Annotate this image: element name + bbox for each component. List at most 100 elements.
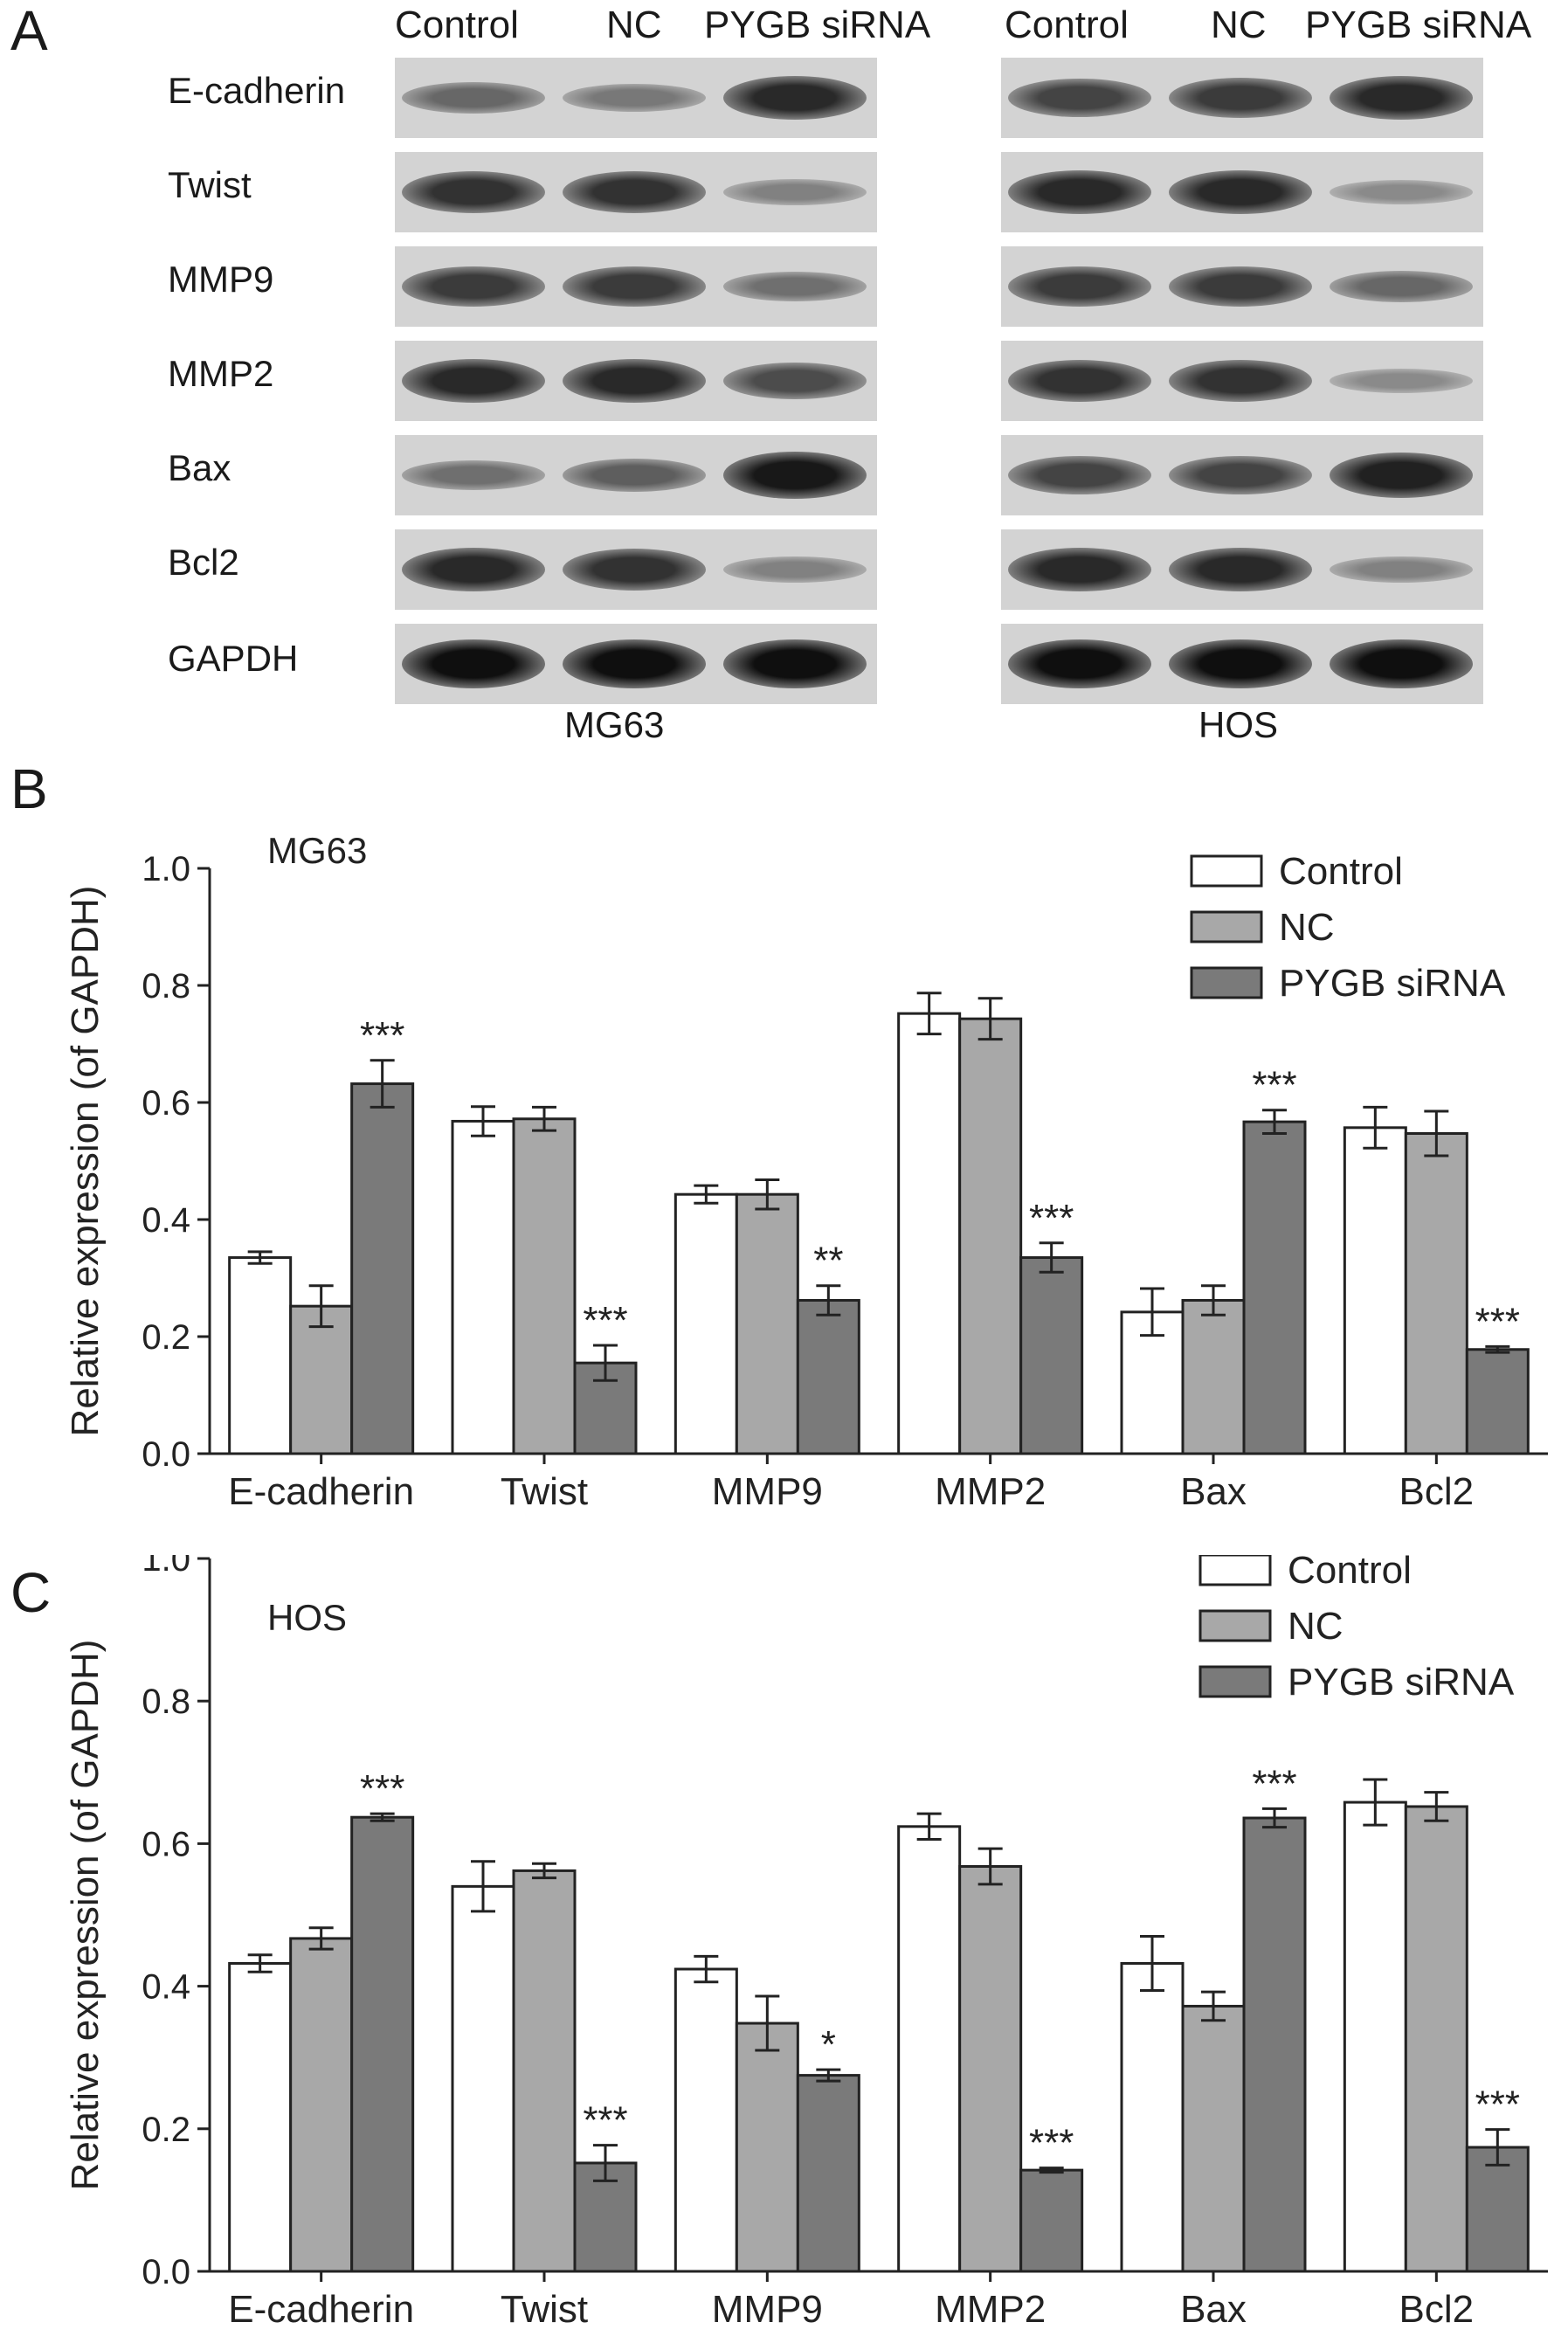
legend-swatch — [1190, 966, 1263, 999]
lane-header-mg63-control: Control — [395, 3, 519, 46]
bar-pygb-sirna — [350, 1082, 415, 1455]
row-label-bax: Bax — [168, 447, 231, 488]
bar-pygb-sirna — [796, 2074, 860, 2273]
x-tick-label: MMP9 — [712, 2288, 823, 2329]
bar-nc — [1404, 1805, 1468, 2273]
band — [1330, 271, 1473, 302]
band — [1169, 639, 1312, 688]
band — [563, 266, 706, 307]
x-tick-label: Bax — [1180, 1470, 1247, 1513]
band — [563, 459, 706, 492]
western-blot-panel: Control NC PYGB siRNA Control NC PYGB si… — [0, 0, 1568, 751]
band — [1008, 266, 1151, 307]
plot-area-mg63: 0.0 0.2 0.4 0.6 0.8 1.0 Relative expression (o… — [64, 830, 1548, 1513]
band — [723, 179, 867, 205]
legend-swatch — [1198, 1665, 1272, 1698]
bar-nc — [512, 1869, 577, 2273]
x-tick-label: Twist — [501, 1470, 588, 1513]
blot-hos-twist — [1001, 152, 1483, 232]
bar-nc — [735, 1192, 799, 1455]
chart-annotation: HOS — [267, 1597, 347, 1638]
band — [723, 76, 867, 120]
band — [402, 82, 545, 114]
bar-nc — [1404, 1132, 1468, 1455]
band — [402, 171, 545, 213]
legend-label: Control — [1279, 850, 1403, 893]
chart-annotation: MG63 — [267, 830, 367, 871]
bar-control — [1343, 1800, 1407, 2273]
band — [563, 359, 706, 403]
lane-header-hos-pygb: PYGB siRNA — [1305, 3, 1532, 46]
band — [723, 556, 867, 583]
bar-nc — [958, 1865, 1023, 2273]
significance-label: *** — [583, 1299, 627, 1342]
band — [723, 363, 867, 399]
panel-letter-a: A — [10, 0, 48, 62]
x-tick-label: Twist — [501, 2288, 588, 2329]
panel-letter-b: B — [10, 757, 48, 820]
blot-mg63-gapdh — [395, 624, 877, 704]
bar-pygb-sirna — [1465, 1348, 1530, 1455]
band — [402, 460, 545, 490]
band — [1008, 548, 1151, 591]
band — [1330, 453, 1473, 498]
significance-label: *** — [360, 1014, 404, 1057]
cell-line-label-mg63: MG63 — [564, 704, 665, 745]
significance-label: * — [821, 2023, 836, 2066]
band — [1169, 548, 1312, 591]
y-tick-label: 0.4 — [142, 1201, 190, 1240]
band — [402, 548, 545, 591]
bar-control — [897, 1012, 962, 1455]
x-tick-label: MMP2 — [935, 2288, 1046, 2329]
band — [1169, 170, 1312, 214]
plot-area-hos: 0.0 0.2 0.4 0.6 0.8 1.0 Relative expression (o… — [64, 1555, 1548, 2329]
band — [1008, 456, 1151, 494]
band — [723, 639, 867, 688]
band — [563, 171, 706, 213]
x-tick-label: MMP9 — [712, 1470, 823, 1513]
significance-label: *** — [1475, 2084, 1520, 2126]
blot-hos-bax — [1001, 435, 1483, 515]
x-tick-label: E-cadherin — [228, 1470, 414, 1513]
band — [1330, 639, 1473, 688]
significance-label: *** — [1475, 1300, 1520, 1343]
bar-nc — [735, 2021, 799, 2273]
lane-header-hos-nc: NC — [1211, 3, 1267, 46]
bar-control — [1343, 1126, 1407, 1455]
row-label-e-cadherin: E-cadherin — [168, 70, 346, 111]
lane-header-mg63-nc: NC — [606, 3, 662, 46]
legend-swatch — [1198, 1555, 1272, 1586]
y-tick-label: 0.0 — [142, 1435, 190, 1474]
band — [1169, 360, 1312, 402]
legend-label: PYGB siRNA — [1288, 1661, 1515, 1704]
y-tick-label: 0.6 — [142, 1825, 190, 1863]
x-tick-label: E-cadherin — [228, 2288, 414, 2329]
y-tick-label: 0.0 — [142, 2253, 190, 2291]
y-axis-title: Relative expression (of GAPDH) — [64, 886, 107, 1437]
band — [1330, 180, 1473, 204]
significance-label: *** — [360, 1767, 404, 1810]
bar-control — [673, 1192, 738, 1455]
blot-mg63-mmp2 — [395, 341, 877, 421]
y-tick-label: 1.0 — [142, 850, 190, 888]
blot-hos-mmp9 — [1001, 246, 1483, 327]
x-tick-label: Bcl2 — [1399, 2288, 1475, 2329]
bar-nc — [1181, 2004, 1246, 2273]
band — [723, 452, 867, 499]
bar-control — [228, 1256, 293, 1455]
significance-label: *** — [1029, 2122, 1074, 2165]
bar-control — [451, 1119, 515, 1455]
significance-label: ** — [813, 1240, 843, 1282]
legend-label: Control — [1288, 1555, 1412, 1592]
bar-pygb-sirna — [1465, 2146, 1530, 2273]
y-tick-label: 0.8 — [142, 967, 190, 1006]
significance-label: *** — [1252, 1762, 1296, 1805]
blot-hos-mmp2 — [1001, 341, 1483, 421]
band — [1169, 266, 1312, 307]
bar-control — [897, 1825, 962, 2273]
blot-mg63-e-cadherin — [395, 58, 877, 138]
bar-pygb-sirna — [573, 1361, 638, 1455]
legend-label: NC — [1288, 1605, 1344, 1648]
y-tick-label: 0.2 — [142, 2111, 190, 2149]
row-label-gapdh: GAPDH — [168, 638, 299, 679]
